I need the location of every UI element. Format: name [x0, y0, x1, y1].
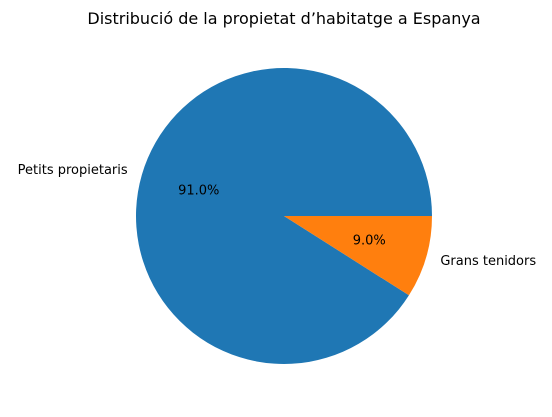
slice-label-1: Petits propietaris	[18, 163, 128, 178]
slice-pct-label-1: 91.0%	[178, 184, 219, 199]
pie-slice-2	[284, 216, 432, 296]
labels-layer: Petits propietaris 91.0% Grans tenidors 9.0…	[18, 163, 537, 269]
chart-title: Distribució de la propietat d’habitatge …	[87, 9, 480, 28]
slice-label-2: Grans tenidors	[440, 254, 536, 269]
slices-layer	[136, 68, 432, 365]
slice-pct-label-2: 9.0%	[353, 233, 386, 248]
pie-slice-1	[136, 68, 432, 365]
